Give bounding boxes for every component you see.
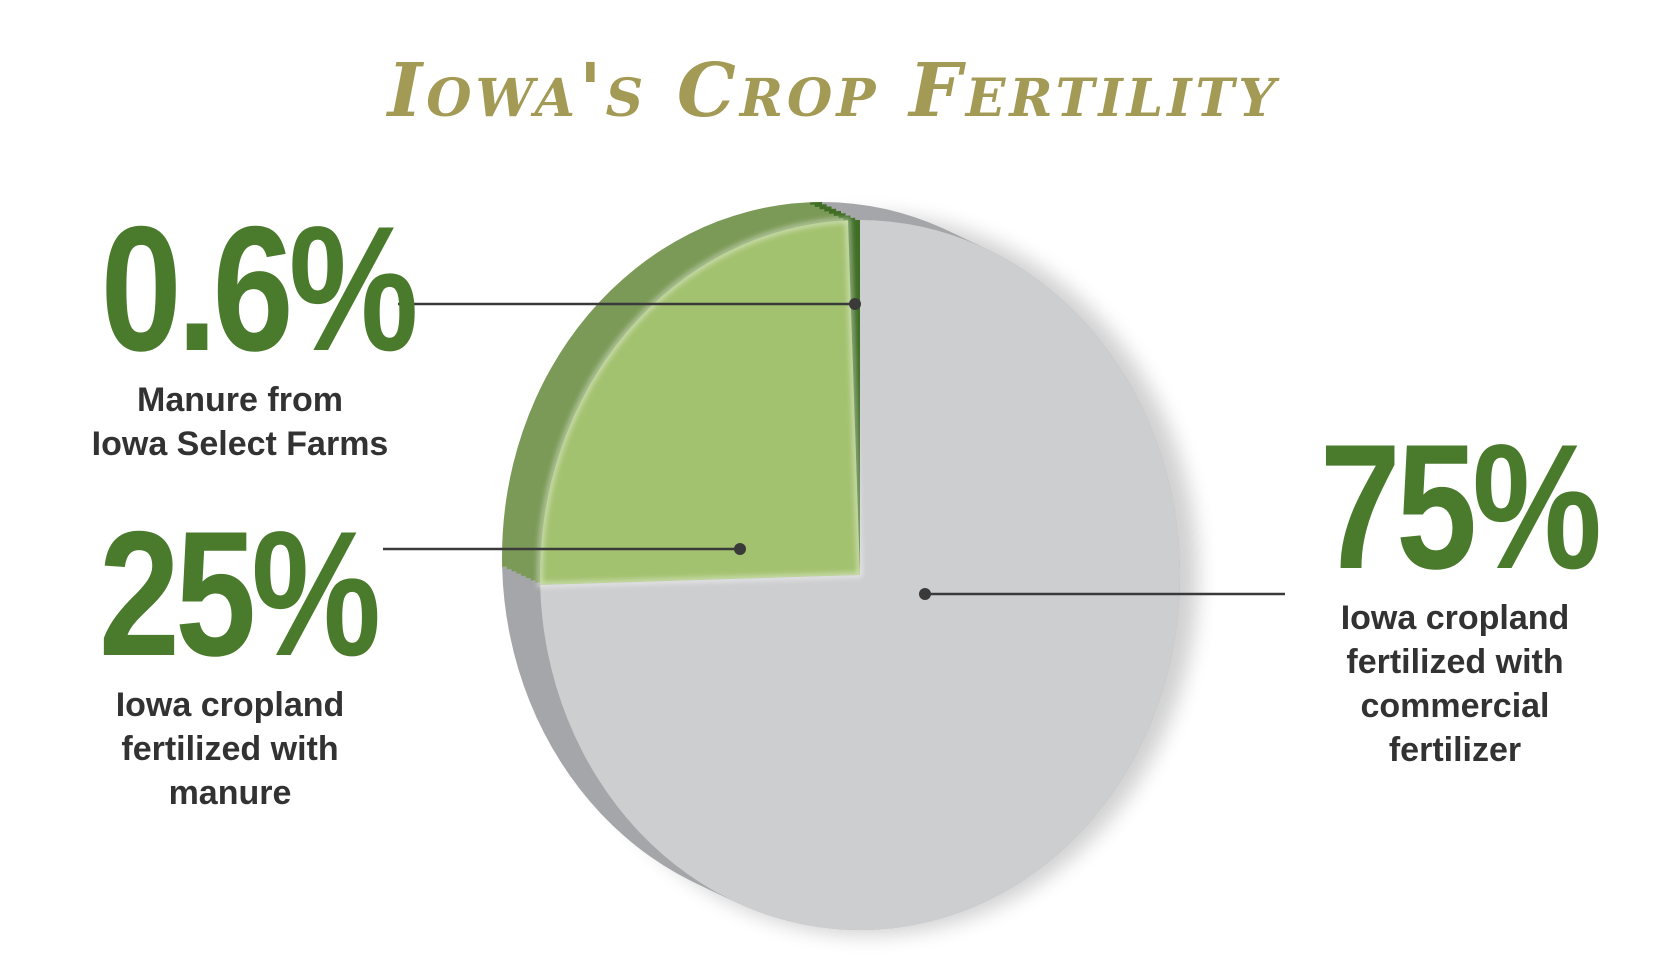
stat-manure: 25% Iowa cropland fertilized with manure xyxy=(70,505,390,815)
stat-commercial-fertilizer: 75% Iowa cropland fertilized with commer… xyxy=(1290,418,1620,772)
label-manure-select-line1: Manure from xyxy=(137,381,343,419)
leader-lines xyxy=(383,298,1285,600)
label-manure-line3: manure xyxy=(168,774,292,812)
percent-manure: 25% xyxy=(98,494,381,693)
pie-top xyxy=(538,218,1180,930)
label-commercial-line1: Iowa cropland xyxy=(1340,599,1570,637)
label-manure-line1: Iowa cropland xyxy=(115,686,345,724)
stat-manure-select-farms: 0.6% Manure from Iowa Select Farms xyxy=(70,189,419,466)
leader-manure-dot xyxy=(734,543,746,555)
label-manure-line2: fertilized with xyxy=(121,730,339,768)
slice-manure-glow xyxy=(538,218,863,588)
percent-manure-select-farms: 0.6% xyxy=(100,189,419,388)
leader-commercial-dot xyxy=(919,588,931,600)
label-commercial-line2: fertilized with xyxy=(1346,643,1564,681)
slice-manure xyxy=(540,220,860,585)
label-commercial-line4: fertilizer xyxy=(1388,731,1522,769)
label-manure-select-line2: Iowa Select Farms xyxy=(91,425,389,463)
percent-commercial: 75% xyxy=(1319,407,1602,606)
label-commercial-line3: commercial xyxy=(1360,687,1550,725)
chart-title: Iowa's Crop Fertility xyxy=(387,48,1280,134)
leader-manure-select-farms-dot xyxy=(849,298,861,310)
